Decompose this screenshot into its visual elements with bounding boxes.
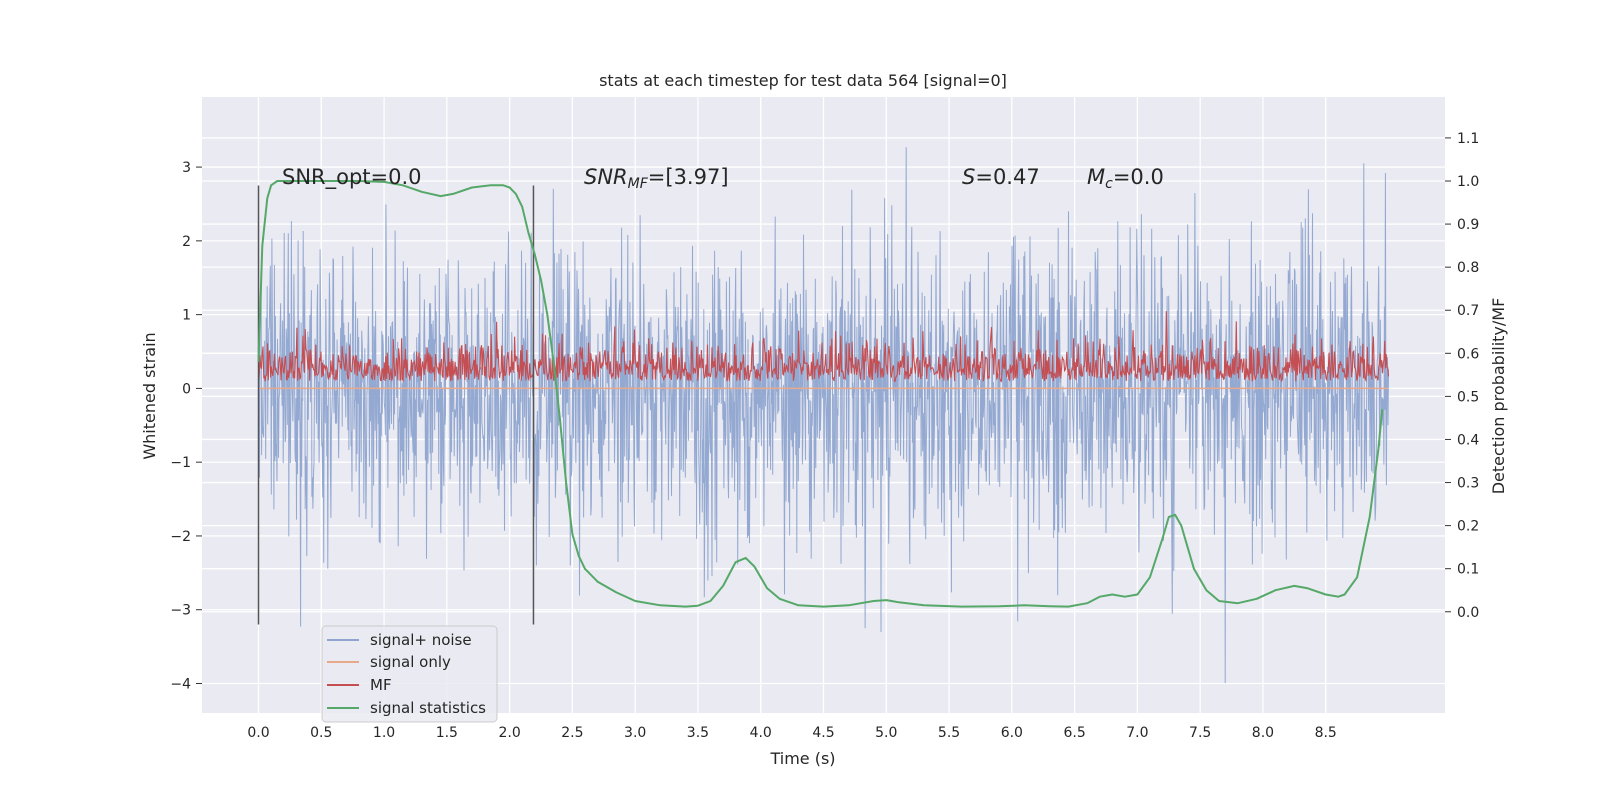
x-tick-label: 6.0: [1001, 725, 1023, 741]
x-tick-label: 8.0: [1252, 725, 1274, 741]
y-tick-label: 2: [182, 234, 191, 250]
y2-tick-label: 1.0: [1457, 174, 1479, 190]
x-axis-label: Time (s): [769, 749, 835, 768]
x-tick-label: 6.5: [1063, 725, 1085, 741]
y-tick-label: 3: [182, 160, 191, 176]
y2-tick-label: 0.7: [1457, 303, 1479, 319]
y-tick-label: 1: [182, 308, 191, 324]
mf-line: [257, 311, 1390, 383]
y2-tick-label: 0.2: [1457, 519, 1479, 535]
y-tick-label: −4: [170, 676, 191, 692]
x-tick-label: 5.5: [938, 725, 960, 741]
signal-statistics-line: [257, 180, 1384, 608]
x-tick-label: 7.0: [1126, 725, 1148, 741]
annotation-s: S=0.47: [962, 165, 1040, 189]
y2-tick-label: 1.1: [1457, 131, 1479, 147]
window-markers: [257, 185, 535, 625]
x-axis-ticks: 0.0 0.5 1.0 1.5 2.0 2.5 3.0 3.5 4.0 4.5 5.0 5.5 6.0 6…: [247, 725, 1336, 741]
y-axis-ticks: 3 2 1 0 −1 −2 −3 −4: [170, 160, 202, 692]
y2-tick-label: 0.1: [1457, 562, 1479, 578]
y2-tick-label: 0.3: [1457, 476, 1479, 492]
legend-label-signal-noise: signal+ noise: [370, 631, 472, 649]
y2-tick-label: 0.6: [1457, 346, 1479, 362]
y2-axis-ticks: 1.1 1.0 0.9 0.8 0.7 0.6 0.5 0.4 0.3 0.2 0.1 0.0: [1445, 131, 1479, 621]
x-tick-label: 1.0: [373, 725, 395, 741]
legend: signal+ noise signal only MF signal stat…: [321, 625, 498, 723]
x-tick-label: 3.0: [624, 725, 646, 741]
x-tick-label: 4.0: [750, 725, 772, 741]
x-tick-label: 5.0: [875, 725, 897, 741]
y2-tick-label: 0.5: [1457, 389, 1479, 405]
annotation-mc: Mc=0.0: [1087, 165, 1164, 192]
y-tick-label: −3: [170, 603, 191, 619]
legend-label-signal-statistics: signal statistics: [370, 699, 486, 717]
x-tick-label: 2.0: [498, 725, 520, 741]
x-tick-label: 7.5: [1189, 725, 1211, 741]
y2-tick-label: 0.4: [1457, 432, 1479, 448]
x-tick-label: 3.5: [687, 725, 709, 741]
series-signal-plus-noise: [258, 147, 1389, 684]
x-tick-label: 2.5: [561, 725, 583, 741]
y2-tick-label: 0.0: [1457, 605, 1479, 621]
y-tick-label: −2: [170, 529, 191, 545]
legend-box: [321, 625, 498, 723]
x-tick-label: 0.5: [310, 725, 332, 741]
series-mf: [257, 311, 1390, 383]
legend-label-signal-only: signal only: [370, 653, 451, 671]
y-tick-label: −1: [170, 455, 191, 471]
annotation-snr-mf: SNRMF=[3.97]: [584, 165, 729, 192]
y2-tick-label: 0.9: [1457, 217, 1479, 233]
chart-title: stats at each timestep for test data 564…: [599, 71, 1007, 90]
series-signal-statistics: [257, 180, 1384, 608]
x-tick-label: 0.0: [247, 725, 269, 741]
signal-plus-noise-line: [258, 147, 1389, 684]
legend-label-mf: MF: [370, 676, 392, 694]
x-tick-label: 4.5: [812, 725, 834, 741]
y2-tick-label: 0.8: [1457, 260, 1479, 276]
y-tick-label: 0: [182, 381, 191, 397]
y-axis-label: Whitened strain: [140, 332, 159, 459]
x-tick-label: 1.5: [436, 725, 458, 741]
x-tick-label: 8.5: [1315, 725, 1337, 741]
y2-axis-label: Detection probability/MF: [1489, 298, 1508, 495]
annotation-snr-opt: SNR_opt=0.0: [282, 165, 422, 190]
